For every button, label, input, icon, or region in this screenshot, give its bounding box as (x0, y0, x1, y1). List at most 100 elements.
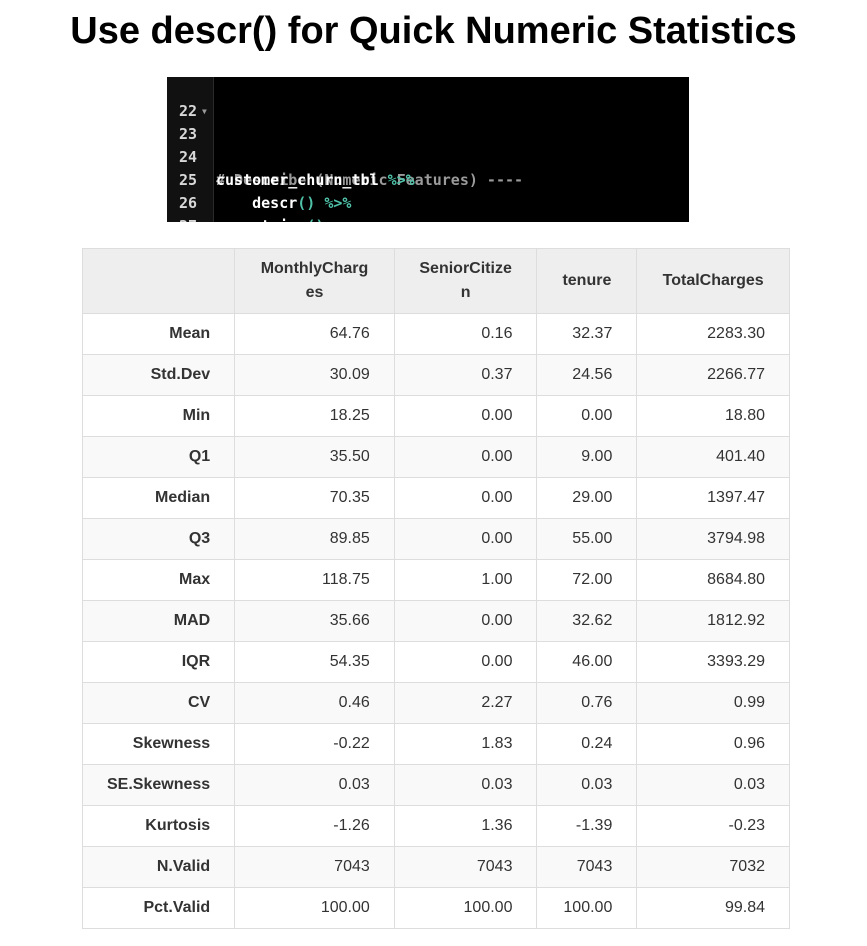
table-cell: 118.75 (234, 559, 395, 601)
table-cell: 7032 (636, 846, 790, 888)
table-cell: 100.00 (393, 887, 538, 929)
code-function: descr (252, 194, 298, 212)
code-function: stview (252, 217, 306, 222)
line-number-gutter (167, 77, 214, 222)
code-line: 22 (167, 77, 203, 120)
row-label: Q1 (81, 436, 236, 478)
fold-arrow-icon[interactable]: ▼ (202, 107, 207, 116)
table-cell: 35.50 (234, 436, 395, 478)
table-cell: 32.37 (536, 313, 638, 355)
table-cell: 54.35 (234, 641, 395, 683)
column-header-monthlycharges[interactable]: MonthlyCharg es (234, 248, 395, 314)
table-cell: 0.37 (393, 354, 538, 396)
column-header-tenure[interactable]: tenure (536, 248, 638, 314)
table-cell: 24.56 (536, 354, 638, 396)
table-cell: 401.40 (636, 436, 790, 478)
table-row: Median 70.35 0.00 29.00 1397.47 (81, 477, 790, 519)
table-cell: 18.80 (636, 395, 790, 437)
table-row: Min 18.25 0.00 0.00 18.80 (81, 395, 790, 437)
row-label: IQR (81, 641, 236, 683)
table-cell: 100.00 (536, 887, 638, 929)
table-cell: 3393.29 (636, 641, 790, 683)
table-row: Max 118.75 1.00 72.00 8684.80 (81, 559, 790, 601)
row-label: Kurtosis (81, 805, 236, 847)
table-cell: -0.23 (636, 805, 790, 847)
table-row: Q1 35.50 0.00 9.00 401.40 (81, 436, 790, 478)
row-label: MAD (81, 600, 236, 642)
column-header-totalcharges[interactable]: TotalCharges (636, 248, 790, 314)
table-row: N.Valid 7043 7043 7043 7032 (81, 846, 790, 888)
table-cell: 70.35 (234, 477, 395, 519)
line-number: 24 (179, 148, 198, 166)
column-header-stat (81, 248, 236, 314)
code-line: 27 (167, 192, 203, 222)
code-parens: () (306, 217, 324, 222)
code-line: 26 stview() (167, 169, 324, 222)
table-cell: 0.24 (536, 723, 638, 765)
table-cell: 0.76 (536, 682, 638, 724)
table-cell: 7043 (393, 846, 538, 888)
row-label: Pct.Valid (81, 887, 236, 929)
table-cell: 89.85 (234, 518, 395, 560)
table-row: Kurtosis -1.26 1.36 -1.39 -0.23 (81, 805, 790, 847)
row-label: Max (81, 559, 236, 601)
table-cell: 100.00 (234, 887, 395, 929)
table-cell: 0.00 (393, 600, 538, 642)
table-cell: 0.16 (393, 313, 538, 355)
table-cell: 0.03 (234, 764, 395, 806)
table-cell: 35.66 (234, 600, 395, 642)
table-row: SE.Skewness 0.03 0.03 0.03 0.03 (81, 764, 790, 806)
table-cell: 8684.80 (636, 559, 790, 601)
code-comment: # Describe (Numeric Features) ---- (216, 171, 524, 189)
table-cell: 7043 (234, 846, 395, 888)
table-cell: 0.03 (393, 764, 538, 806)
code-editor-panel[interactable]: 22 23 ▼ # Describe (Numeric Features) --… (167, 77, 689, 222)
table-cell: 9.00 (536, 436, 638, 478)
table-cell: 0.00 (393, 477, 538, 519)
table-cell: 0.00 (393, 518, 538, 560)
table-cell: 1.36 (393, 805, 538, 847)
table-row: IQR 54.35 0.00 46.00 3393.29 (81, 641, 790, 683)
table-row: Std.Dev 30.09 0.37 24.56 2266.77 (81, 354, 790, 396)
row-label: Skewness (81, 723, 236, 765)
table-cell: 7043 (536, 846, 638, 888)
table-cell: 1397.47 (636, 477, 790, 519)
code-line: 25 descr() %>% (167, 146, 351, 212)
table-row: Pct.Valid 100.00 100.00 100.00 99.84 (81, 887, 790, 929)
code-object: customer_churn_tbl (216, 171, 379, 189)
table-cell: 32.62 (536, 600, 638, 642)
column-header-seniorcitizen[interactable]: SeniorCitize n (393, 248, 538, 314)
table-cell: 1.00 (393, 559, 538, 601)
table-header-row: MonthlyCharg es SeniorCitize n tenure Tota… (81, 248, 790, 314)
table-cell: 0.03 (636, 764, 790, 806)
table-row: MAD 35.66 0.00 32.62 1812.92 (81, 600, 790, 642)
table-cell: 0.00 (536, 395, 638, 437)
table-cell: 0.00 (393, 395, 538, 437)
table-row: Q3 89.85 0.00 55.00 3794.98 (81, 518, 790, 560)
page-title: Use descr() for Quick Numeric Statistics (70, 10, 797, 52)
row-label: Min (81, 395, 236, 437)
row-label: CV (81, 682, 236, 724)
table-row: Skewness -0.22 1.83 0.24 0.96 (81, 723, 790, 765)
table-cell: 64.76 (234, 313, 395, 355)
row-label: Mean (81, 313, 236, 355)
table-cell: -0.22 (234, 723, 395, 765)
code-text: stview() (216, 215, 324, 222)
table-cell: 0.00 (393, 641, 538, 683)
table-cell: 0.99 (636, 682, 790, 724)
row-label: Median (81, 477, 236, 519)
code-text: descr() %>% (216, 192, 351, 215)
table-cell: 3794.98 (636, 518, 790, 560)
table-cell: 2266.77 (636, 354, 790, 396)
table-cell: 0.96 (636, 723, 790, 765)
line-number: 23 (179, 125, 198, 143)
code-line: 23 ▼ # Describe (Numeric Features) ---- (167, 100, 523, 189)
descriptive-stats-table: MonthlyCharg es SeniorCitize n tenure Tota… (81, 248, 790, 929)
table-cell: -1.26 (234, 805, 395, 847)
code-parens: () (297, 194, 316, 212)
table-cell: 46.00 (536, 641, 638, 683)
row-label: N.Valid (81, 846, 236, 888)
table-cell: 29.00 (536, 477, 638, 519)
row-label: Std.Dev (81, 354, 236, 396)
code-pipe-operator: %>% (324, 194, 352, 212)
